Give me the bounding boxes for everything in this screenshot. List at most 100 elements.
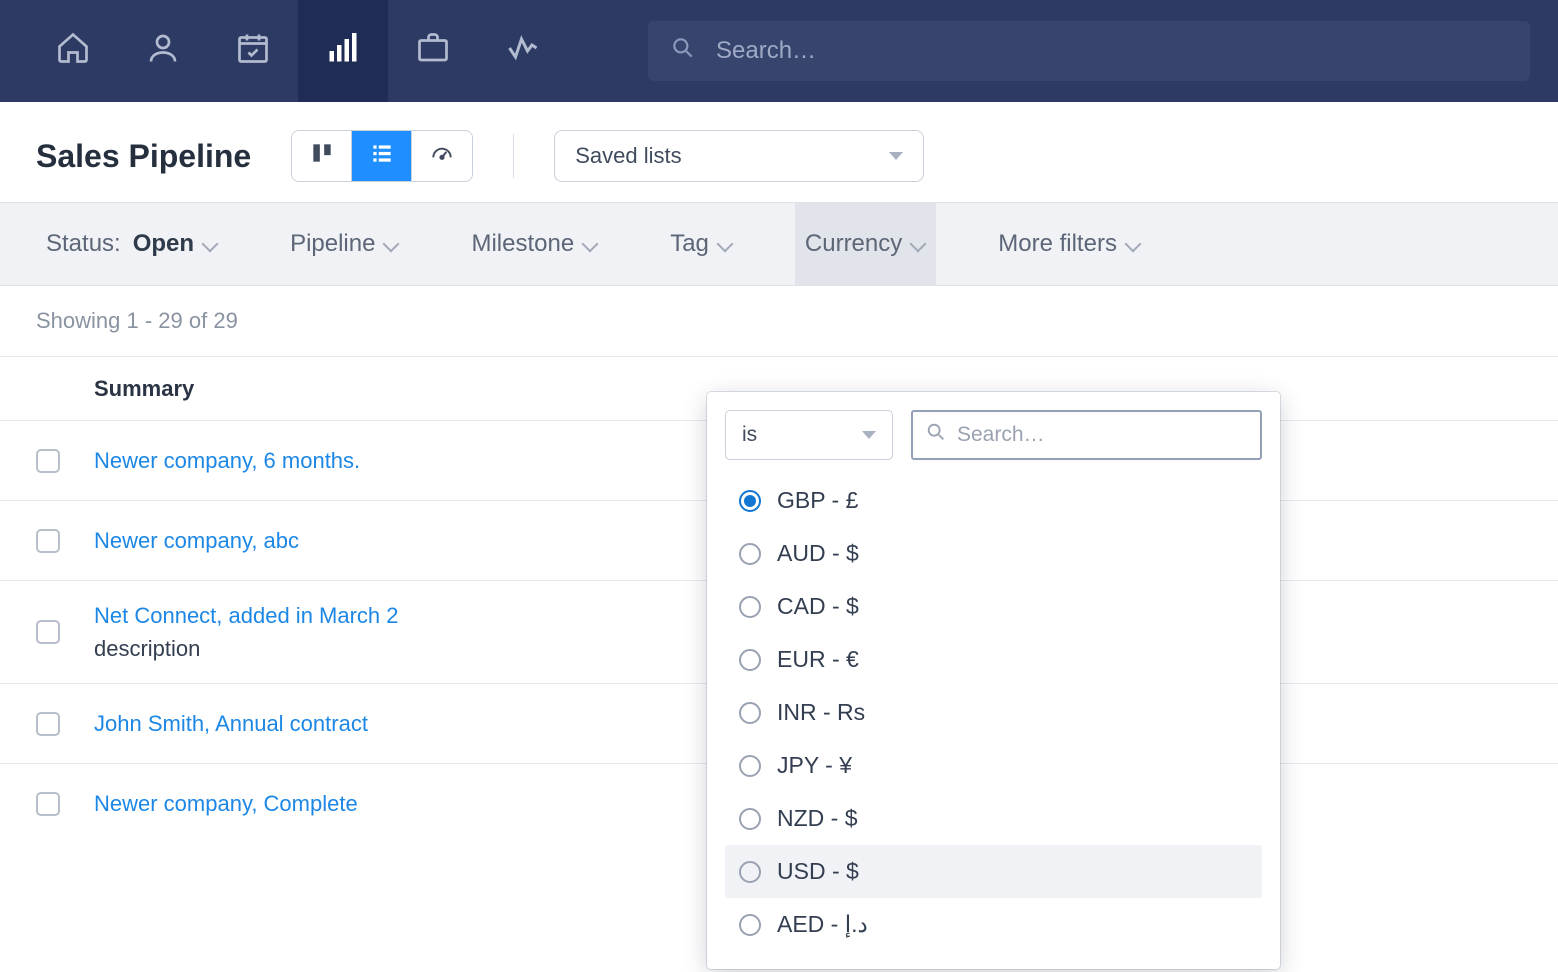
- view-toggle: [291, 130, 473, 182]
- row-checkbox-cell: [36, 620, 94, 644]
- row-title-link[interactable]: Newer company, 6 months.: [94, 448, 360, 473]
- currency-option-label: GBP - £: [777, 487, 858, 514]
- radio-icon: [739, 702, 761, 724]
- currency-option[interactable]: JPY - ¥: [725, 739, 1262, 792]
- row-checkbox[interactable]: [36, 620, 60, 644]
- nav-cases[interactable]: [388, 0, 478, 102]
- filter-pipeline[interactable]: Pipeline: [280, 203, 409, 285]
- chevron-down-icon: [206, 241, 218, 248]
- caret-down-icon: [862, 431, 876, 439]
- currency-option-label: USD - $: [777, 858, 859, 885]
- currency-search-wrap[interactable]: [911, 410, 1262, 460]
- view-list-button[interactable]: [352, 131, 412, 181]
- currency-option-label: INR - Rs: [777, 699, 865, 726]
- top-navbar: [0, 0, 1558, 102]
- chevron-down-icon: [586, 241, 598, 248]
- search-icon: [925, 421, 957, 449]
- currency-option[interactable]: AUD - $: [725, 527, 1262, 580]
- filter-status-label: Status:: [46, 230, 121, 258]
- row-checkbox[interactable]: [36, 449, 60, 473]
- chevron-down-icon: [387, 241, 399, 248]
- currency-option[interactable]: NZD - $: [725, 792, 1262, 845]
- radio-icon: [739, 914, 761, 936]
- row-checkbox[interactable]: [36, 529, 60, 553]
- divider: [513, 134, 514, 178]
- currency-option[interactable]: USD - $: [725, 845, 1262, 898]
- radio-icon: [739, 490, 761, 512]
- global-search-input[interactable]: [716, 37, 1508, 65]
- currency-option[interactable]: INR - Rs: [725, 686, 1262, 739]
- radio-icon: [739, 861, 761, 883]
- row-checkbox-cell: [36, 529, 94, 553]
- row-title-link[interactable]: Newer company, Complete: [94, 791, 358, 816]
- home-icon: [55, 30, 91, 72]
- search-icon: [670, 35, 716, 67]
- view-board-button[interactable]: [292, 131, 352, 181]
- currency-option-label: NZD - $: [777, 805, 858, 832]
- row-title-link[interactable]: Net Connect, added in March 2: [94, 603, 399, 628]
- currency-option-label: AED - د.إ: [777, 911, 868, 938]
- currency-option[interactable]: GBP - £: [725, 474, 1262, 527]
- row-checkbox-cell: [36, 712, 94, 736]
- nav-icon-group: [28, 0, 568, 102]
- saved-lists-label: Saved lists: [575, 143, 681, 169]
- filter-tag-label: Tag: [670, 230, 709, 258]
- gauge-icon: [429, 140, 455, 172]
- currency-option-label: JPY - ¥: [777, 752, 852, 779]
- currency-search-input[interactable]: [957, 423, 1248, 447]
- radio-icon: [739, 755, 761, 777]
- filter-bar: Status: Open Pipeline Milestone Tag Curr…: [0, 202, 1558, 286]
- filter-pipeline-label: Pipeline: [290, 230, 375, 258]
- caret-down-icon: [889, 152, 903, 160]
- currency-option[interactable]: EUR - €: [725, 633, 1262, 686]
- row-title-link[interactable]: Newer company, abc: [94, 528, 299, 553]
- nav-pipeline[interactable]: [298, 0, 388, 102]
- view-dashboard-button[interactable]: [412, 131, 472, 181]
- currency-operator-value: is: [742, 423, 757, 447]
- radio-icon: [739, 808, 761, 830]
- filter-tag[interactable]: Tag: [660, 203, 743, 285]
- main-area: Sales Pipeline Saved lists: [0, 102, 1558, 843]
- title-bar: Sales Pipeline Saved lists: [0, 102, 1558, 202]
- filter-more-label: More filters: [998, 230, 1117, 258]
- filter-more[interactable]: More filters: [988, 203, 1151, 285]
- radio-icon: [739, 543, 761, 565]
- currency-operator-select[interactable]: is: [725, 410, 893, 460]
- chevron-down-icon: [721, 241, 733, 248]
- currency-option-label: EUR - €: [777, 646, 859, 673]
- filter-milestone[interactable]: Milestone: [461, 203, 608, 285]
- nav-contacts[interactable]: [118, 0, 208, 102]
- chevron-down-icon: [914, 241, 926, 248]
- briefcase-icon: [415, 30, 451, 72]
- nav-calendar[interactable]: [208, 0, 298, 102]
- saved-lists-dropdown[interactable]: Saved lists: [554, 130, 924, 182]
- currency-option-label: CAD - $: [777, 593, 859, 620]
- bars-icon: [325, 30, 361, 72]
- currency-dropdown-controls: is: [725, 410, 1262, 460]
- currency-option[interactable]: AED - د.إ: [725, 898, 1262, 951]
- currency-dropdown-panel: is GBP - £ AUD - $ CAD - $ EUR - € INR - Rs J…: [707, 392, 1280, 969]
- page-title: Sales Pipeline: [36, 138, 251, 175]
- filter-milestone-label: Milestone: [471, 230, 574, 258]
- currency-option-list: GBP - £ AUD - $ CAD - $ EUR - € INR - Rs JPY …: [725, 474, 1262, 951]
- row-title-link[interactable]: John Smith, Annual contract: [94, 711, 368, 736]
- chevron-down-icon: [1129, 241, 1141, 248]
- radio-icon: [739, 596, 761, 618]
- filter-status[interactable]: Status: Open: [36, 203, 228, 285]
- filter-currency-label: Currency: [805, 230, 902, 258]
- row-checkbox[interactable]: [36, 792, 60, 816]
- row-description: description: [94, 636, 200, 661]
- showing-count: Showing 1 - 29 of 29: [0, 286, 1558, 356]
- calendar-icon: [235, 30, 271, 72]
- global-search[interactable]: [648, 21, 1530, 81]
- nav-home[interactable]: [28, 0, 118, 102]
- filter-status-value: Open: [133, 230, 194, 258]
- row-checkbox[interactable]: [36, 712, 60, 736]
- activity-icon: [505, 30, 541, 72]
- currency-option[interactable]: CAD - $: [725, 580, 1262, 633]
- nav-activity[interactable]: [478, 0, 568, 102]
- row-checkbox-cell: [36, 449, 94, 473]
- currency-option-label: AUD - $: [777, 540, 859, 567]
- radio-icon: [739, 649, 761, 671]
- filter-currency[interactable]: Currency: [795, 203, 936, 285]
